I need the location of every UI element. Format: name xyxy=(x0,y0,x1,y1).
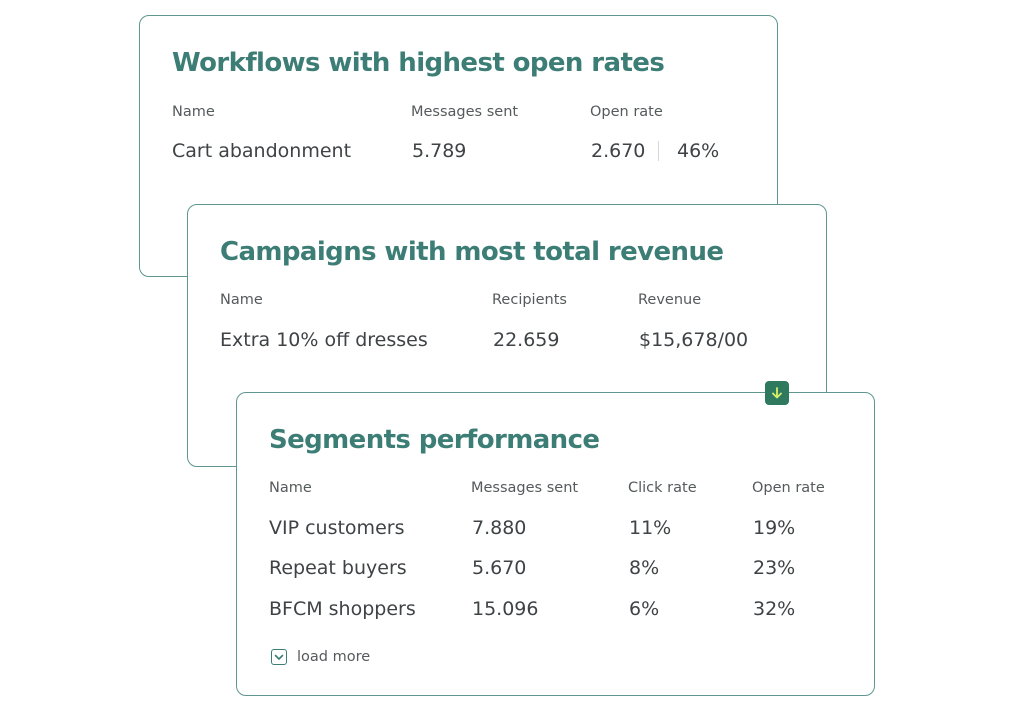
segment-click-rate: 8% xyxy=(629,557,660,579)
load-more-button[interactable]: load more xyxy=(271,649,370,665)
workflow-opens: 2.670 xyxy=(591,140,646,162)
column-header-name: Name xyxy=(269,480,312,496)
campaign-revenue: $15,678/00 xyxy=(639,329,749,351)
column-header-messages-sent: Messages sent xyxy=(411,104,519,120)
segment-open-rate: 23% xyxy=(753,557,796,579)
campaign-recipients: 22.659 xyxy=(493,329,560,351)
workflow-open-rate: 46% xyxy=(677,140,720,162)
column-header-open-rate: Open rate xyxy=(752,480,825,496)
campaign-name: Extra 10% off dresses xyxy=(220,329,428,351)
arrow-down-icon xyxy=(772,387,782,399)
column-header-name: Name xyxy=(220,292,263,308)
segments-title: Segments performance xyxy=(269,425,600,455)
column-header-recipients: Recipients xyxy=(492,292,567,308)
segment-messages-sent: 15.096 xyxy=(472,598,539,620)
column-header-open-rate: Open rate xyxy=(590,104,663,120)
column-header-click-rate: Click rate xyxy=(628,480,697,496)
column-header-name: Name xyxy=(172,104,215,120)
workflow-messages-sent: 5.789 xyxy=(412,140,467,162)
download-button[interactable] xyxy=(765,381,789,405)
segment-messages-sent: 5.670 xyxy=(472,557,527,579)
segment-name: Repeat buyers xyxy=(269,557,407,579)
segment-click-rate: 11% xyxy=(629,517,672,539)
segment-messages-sent: 7.880 xyxy=(472,517,527,539)
value-divider xyxy=(658,141,659,161)
segment-open-rate: 19% xyxy=(753,517,796,539)
segment-click-rate: 6% xyxy=(629,598,660,620)
chevron-down-icon xyxy=(271,649,287,665)
campaigns-title: Campaigns with most total revenue xyxy=(220,237,724,267)
segment-name: BFCM shoppers xyxy=(269,598,416,620)
column-header-revenue: Revenue xyxy=(638,292,702,308)
segment-open-rate: 32% xyxy=(753,598,796,620)
segment-name: VIP customers xyxy=(269,517,405,539)
column-header-messages-sent: Messages sent xyxy=(471,480,579,496)
workflows-title: Workflows with highest open rates xyxy=(172,48,665,78)
load-more-label: load more xyxy=(297,649,371,665)
segments-card: Segments performance Name Messages sent … xyxy=(236,392,875,696)
workflow-name: Cart abandonment xyxy=(172,140,352,162)
